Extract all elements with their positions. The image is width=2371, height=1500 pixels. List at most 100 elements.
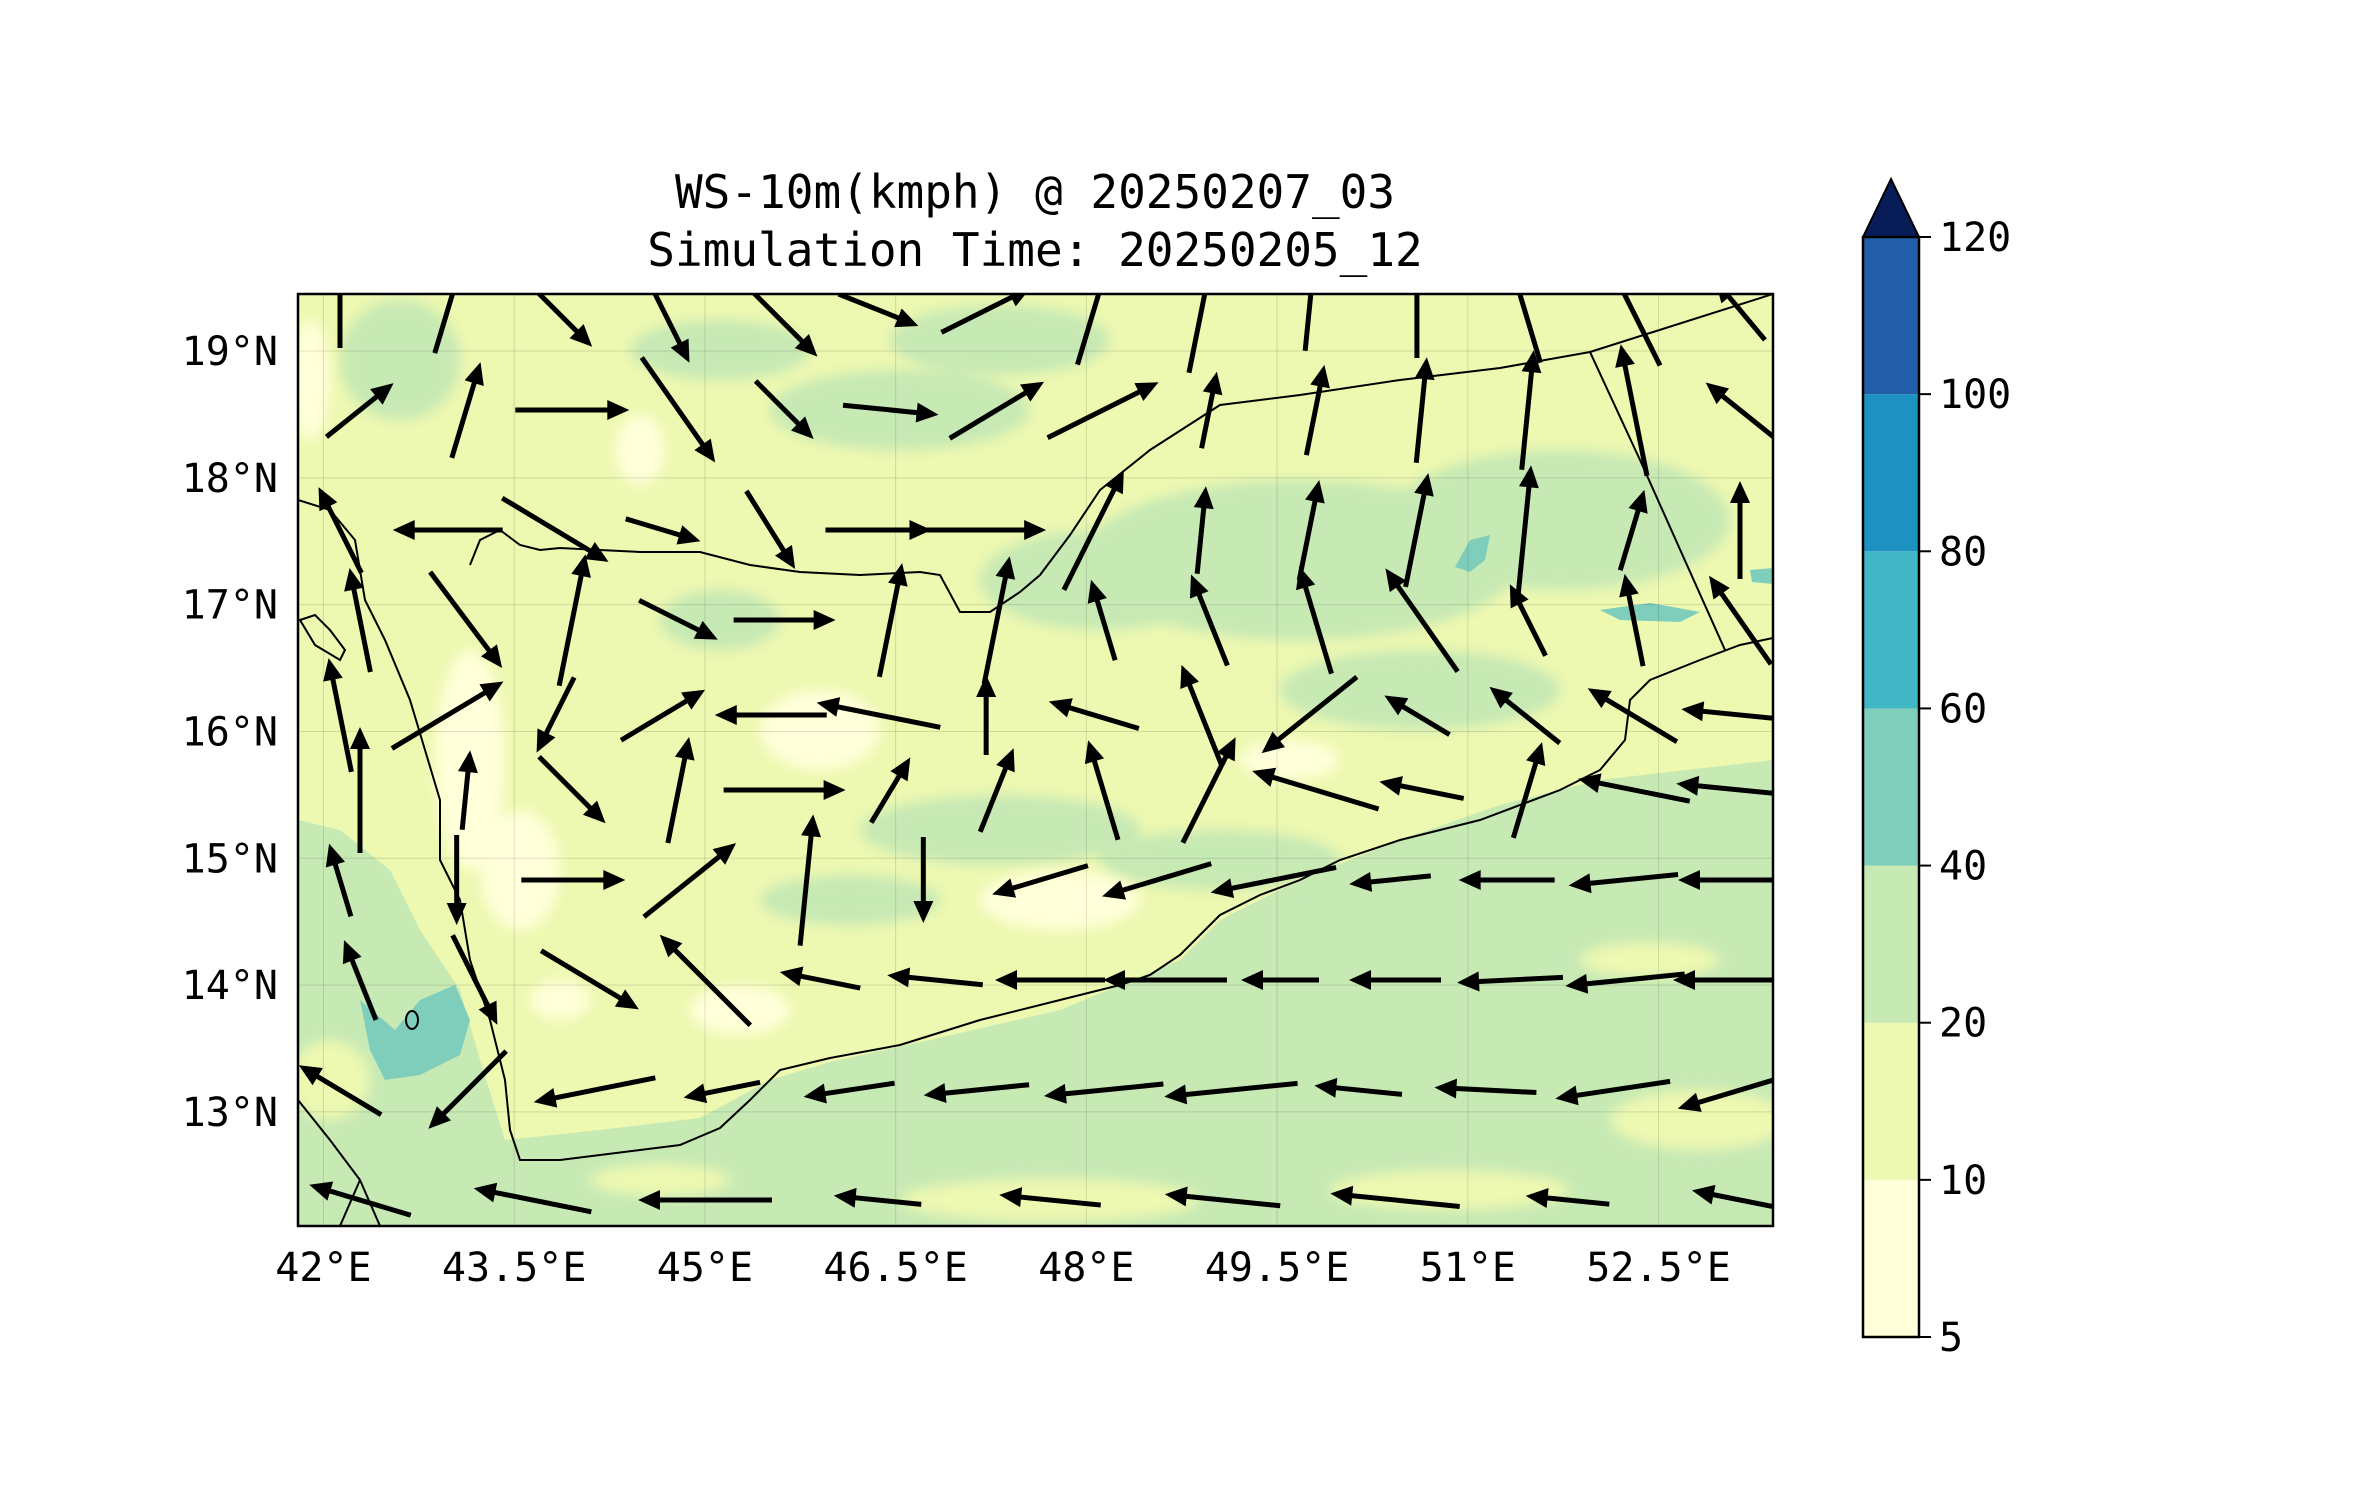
y-tick-label: 13°N: [182, 1090, 278, 1136]
wind-arrow: [1619, 573, 1646, 667]
wind-arrow: [446, 835, 467, 925]
coastline: [298, 294, 1773, 1226]
wind-arrow: [779, 966, 861, 991]
wind-arrow: [392, 520, 503, 540]
wind-arrow: [1180, 664, 1224, 767]
wind-arrow: [1691, 1184, 1773, 1210]
wind-arrow: [642, 843, 737, 919]
wind-arrow: [1678, 870, 1773, 890]
wind-arrow: [539, 948, 639, 1010]
wind-arrow: [825, 520, 932, 540]
colorbar-segment: [1863, 1179, 1919, 1337]
wind-arrow: [638, 1190, 772, 1210]
wind-arrow: [537, 754, 606, 824]
colorbar-segment: [1863, 708, 1919, 866]
wind-arrow: [1414, 294, 1420, 358]
inland-strong-patches: [340, 300, 1730, 925]
colorbar-segment: [1863, 1022, 1919, 1180]
wind-arrow: [842, 402, 939, 423]
wind-arrow: [1673, 970, 1773, 990]
x-tick-label: 42°E: [275, 1245, 371, 1291]
wind-arrow: [816, 697, 941, 730]
wind-arrow: [683, 1079, 761, 1104]
plot-frame: [296, 292, 1775, 1228]
y-tick-label: 14°N: [182, 963, 278, 1009]
wind-arrow: [318, 487, 364, 575]
wind-arrow: [1385, 568, 1460, 674]
wind-arrow: [833, 1187, 922, 1208]
wind-arrow: [1303, 364, 1330, 456]
wind-arrow: [536, 676, 577, 753]
wind-arrow: [999, 1187, 1101, 1208]
wind-arrow: [803, 1080, 895, 1104]
wind-arrow: [1709, 575, 1773, 666]
wind-arrow: [625, 516, 701, 545]
wind-arrow: [876, 563, 908, 678]
wind-arrow: [1458, 870, 1555, 890]
wind-arrow: [1510, 742, 1546, 839]
colorbar-label: 10: [1939, 1158, 1987, 1204]
wind-arrow: [1046, 382, 1159, 440]
wind-arrow: [1525, 1188, 1610, 1208]
wind-arrow: [1314, 1077, 1403, 1098]
wind-arrow: [1252, 767, 1380, 812]
wind-arrow: [1193, 486, 1214, 575]
wind-arrow: [723, 780, 846, 800]
wind-arrow: [869, 757, 911, 824]
wind-arrow: [637, 598, 718, 640]
wind-arrow: [1615, 344, 1650, 477]
wind-arrow: [1379, 776, 1465, 801]
wind-arrow: [1403, 473, 1434, 588]
wind-arrow: [659, 934, 753, 1028]
x-tick-label: 46.5°E: [823, 1245, 968, 1291]
wind-arrow: [744, 489, 796, 570]
wind-arrow: [1517, 294, 1543, 364]
wind-arrow: [556, 554, 591, 687]
colorbar-segment: [1863, 865, 1919, 1023]
colorbar-label: 80: [1939, 529, 1987, 575]
wind-arrow: [1568, 872, 1679, 894]
wind-arrow: [324, 383, 394, 439]
wind-arrow: [940, 294, 1026, 335]
wind-arrow: [535, 294, 593, 347]
wind-arrow: [981, 556, 1016, 685]
wind-arrow: [1296, 566, 1334, 675]
wind-arrow: [1186, 294, 1208, 374]
wind-arrow: [1457, 971, 1564, 992]
wind-arrow: [1043, 1081, 1164, 1104]
wind-arrow: [1509, 584, 1548, 657]
colorbar-segment: [1863, 237, 1919, 395]
wind-arrow: [714, 705, 827, 725]
wind-arrow: [913, 837, 934, 923]
wind-arrow: [1730, 481, 1750, 579]
colorbar-segment: [1863, 394, 1919, 552]
wind-arrow: [1565, 971, 1685, 994]
wind-arrow: [1180, 737, 1236, 844]
wind-arrow: [1084, 740, 1121, 841]
wind-arrow: [995, 970, 1105, 990]
wind-arrow: [432, 294, 456, 354]
wind-arrow: [325, 843, 354, 918]
wind-arrow: [390, 681, 504, 751]
wind-arrow: [665, 737, 695, 844]
wind-arrow: [1061, 470, 1124, 592]
wind-arrow: [619, 689, 706, 743]
wind-arrow: [457, 750, 478, 831]
wind-arrow: [428, 1049, 508, 1129]
wind-arrow: [1302, 294, 1314, 352]
wind-arrow: [1210, 864, 1337, 899]
wind-arrow: [1519, 350, 1542, 470]
y-tick-label: 16°N: [182, 709, 278, 755]
wind-arrow: [1330, 1185, 1460, 1209]
y-tick-label: 18°N: [182, 456, 278, 502]
wind-arrow: [1349, 970, 1441, 990]
wind-arrow: [342, 940, 379, 1021]
wind-arrow: [1199, 371, 1223, 449]
colorbar: 5 10 20 40 60 80 100 120: [1861, 176, 2011, 1361]
wind-arrow: [1103, 970, 1227, 990]
plot-area: [298, 294, 1773, 1226]
x-tick-label: 49.5°E: [1205, 1245, 1350, 1291]
wind-arrow: [515, 400, 630, 420]
wind-arrow: [639, 356, 716, 463]
